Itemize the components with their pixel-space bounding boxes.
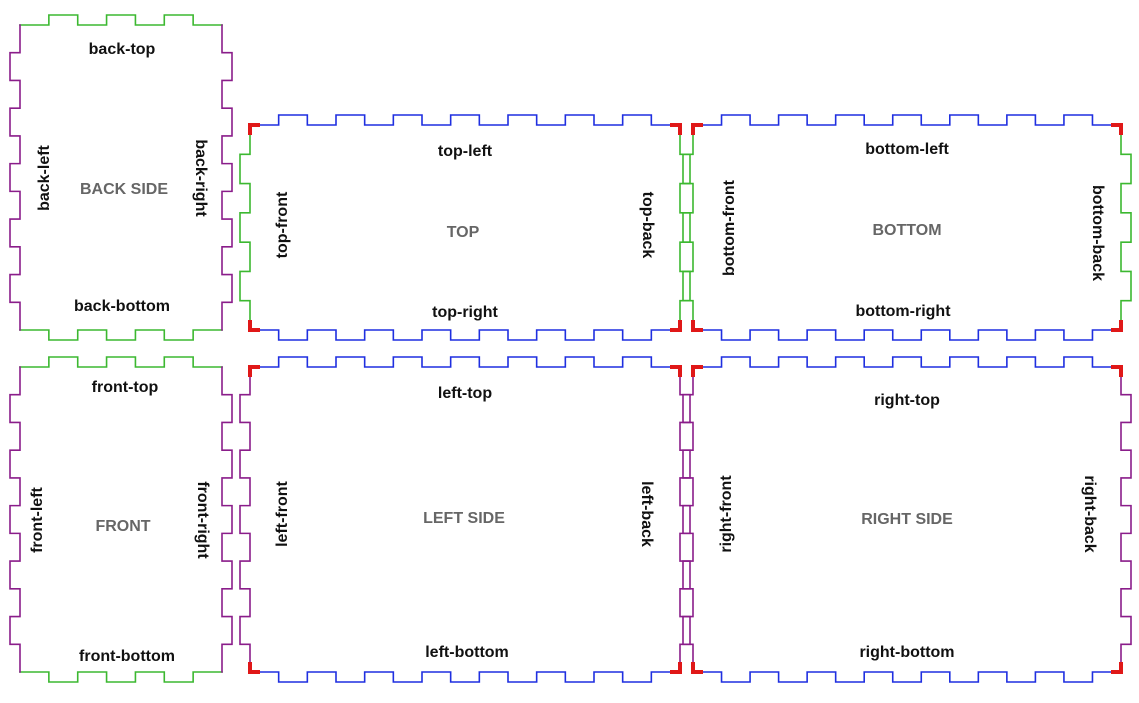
back-left-edge [9,24,21,331]
bottom-right-edge [1120,124,1132,331]
back-bottom-edge [19,329,223,341]
front-top-edge [19,356,223,368]
bottom-corner-bottom-right [1111,320,1123,332]
bottom-corner-bottom-left [691,320,703,332]
right-corner-bottom-left [691,662,703,674]
right-panel-name: RIGHT SIDE [861,511,953,528]
left-bottom-label: left-bottom [425,644,509,661]
back-left-label: back-left [36,144,53,210]
bottom-corner-top-left [691,123,703,135]
top-corner-top-right [670,123,682,135]
panel-bottom: bottom-left bottom-right bottom-front botto… [682,114,1132,341]
right-right-edge [1120,366,1132,673]
bottom-right-label: bottom-back [1089,185,1106,281]
left-bottom-edge [249,671,681,683]
front-top-label: front-top [92,379,159,396]
left-corner-bottom-left [248,662,260,674]
bottom-corner-top-right [1111,123,1123,135]
panel-left: left-top left-bottom left-front left-back LE… [239,356,691,683]
front-left-edge [9,366,21,673]
front-left-label: front-left [29,486,46,552]
back-right-label: back-right [192,139,209,217]
right-bottom-edge [692,671,1122,683]
panel-top: top-left top-right top-front top-back TOP [239,114,691,341]
bottom-left-label: bottom-front [721,179,738,276]
back-right-edge [221,24,233,331]
back-top-edge [19,14,223,26]
left-top-label: left-top [438,385,492,402]
front-bottom-edge [19,671,223,683]
right-corner-bottom-right [1111,662,1123,674]
bottom-bottom-edge [692,329,1122,341]
right-right-label: right-back [1081,475,1098,552]
top-right-edge [679,124,691,331]
bottom-bottom-label: bottom-right [855,303,951,320]
right-top-edge [692,356,1122,368]
bottom-top-label: bottom-left [865,141,949,158]
right-top-label: right-top [874,392,940,409]
top-left-edge [239,124,251,331]
left-left-label: left-front [274,480,291,546]
right-left-edge [682,366,694,673]
top-right-label: top-back [639,192,656,259]
back-bottom-label: back-bottom [74,298,170,315]
left-corner-top-left [248,365,260,377]
right-corner-top-left [691,365,703,377]
top-corner-bottom-left [248,320,260,332]
right-bottom-label: right-bottom [859,644,954,661]
panel-right: right-top right-bottom right-front right-ba… [682,356,1132,683]
panel-back: back-top back-bottom back-left back-right BA… [9,14,233,341]
back-top-label: back-top [89,41,156,58]
left-corner-bottom-right [670,662,682,674]
top-corner-top-left [248,123,260,135]
top-left-label: top-front [274,191,291,258]
top-bottom-label: top-right [432,304,498,321]
back-panel-name: BACK SIDE [80,181,168,198]
front-panel-name: FRONT [95,518,150,535]
front-right-label: front-right [194,481,211,559]
top-corner-bottom-right [670,320,682,332]
right-left-label: right-front [718,475,735,553]
bottom-left-edge [682,124,694,331]
left-right-label: left-back [638,481,655,547]
bottom-panel-name: BOTTOM [872,222,941,239]
left-left-edge [239,366,251,673]
front-right-edge [221,366,233,673]
left-corner-top-right [670,365,682,377]
top-panel-name: TOP [447,224,480,241]
top-bottom-edge [249,329,681,341]
top-top-label: top-left [438,143,493,160]
left-panel-name: LEFT SIDE [423,510,505,527]
left-top-edge [249,356,681,368]
right-corner-top-right [1111,365,1123,377]
bottom-top-edge [692,114,1122,126]
front-bottom-label: front-bottom [79,648,175,665]
panel-front: front-top front-bottom front-left front-rig… [9,356,233,683]
top-top-edge [249,114,681,126]
left-right-edge [679,366,691,673]
